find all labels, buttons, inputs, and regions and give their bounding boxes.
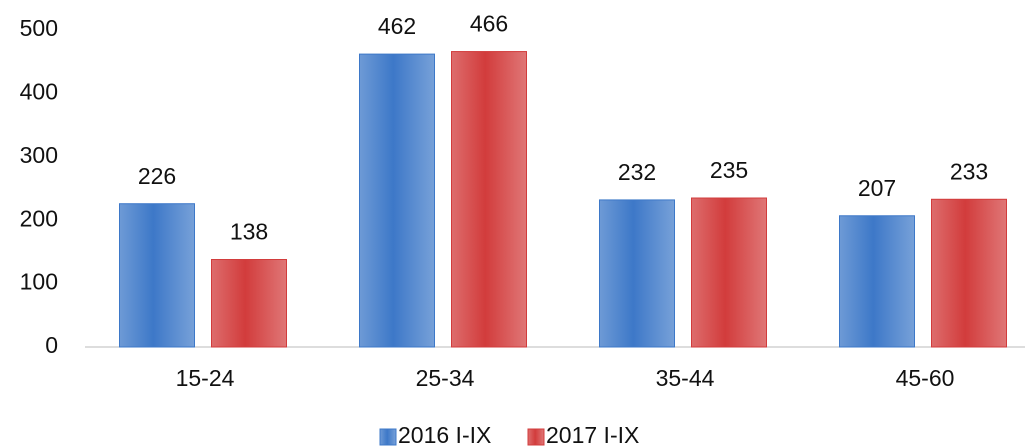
- bar: [931, 198, 1007, 348]
- bar: [839, 215, 915, 348]
- data-label: 233: [950, 158, 988, 184]
- data-label: 235: [710, 157, 748, 183]
- bar: [119, 203, 195, 348]
- y-tick-label: 400: [20, 78, 58, 104]
- data-label: 226: [138, 163, 176, 189]
- bar: [691, 197, 767, 348]
- legend-swatch: [379, 428, 397, 446]
- legend-label: 2016 I-IX: [398, 422, 491, 448]
- bar: [211, 259, 287, 348]
- bar: [599, 199, 675, 348]
- data-label: 462: [378, 13, 416, 39]
- x-tick-label: 35-44: [656, 365, 715, 391]
- data-label: 466: [470, 11, 508, 37]
- data-label: 232: [618, 159, 656, 185]
- x-tick-label: 15-24: [176, 365, 235, 391]
- data-label: 207: [858, 175, 896, 201]
- legend-swatch: [527, 428, 545, 446]
- y-tick-label: 500: [20, 15, 58, 41]
- y-tick-label: 100: [20, 269, 58, 295]
- x-tick-label: 25-34: [416, 365, 475, 391]
- bar: [451, 51, 527, 348]
- bar: [359, 53, 435, 348]
- y-tick-label: 300: [20, 142, 58, 168]
- legend-label: 2017 I-IX: [546, 422, 639, 448]
- x-tick-label: 45-60: [896, 365, 955, 391]
- y-tick-label: 0: [45, 332, 58, 358]
- y-tick-label: 200: [20, 205, 58, 231]
- data-label: 138: [230, 219, 268, 245]
